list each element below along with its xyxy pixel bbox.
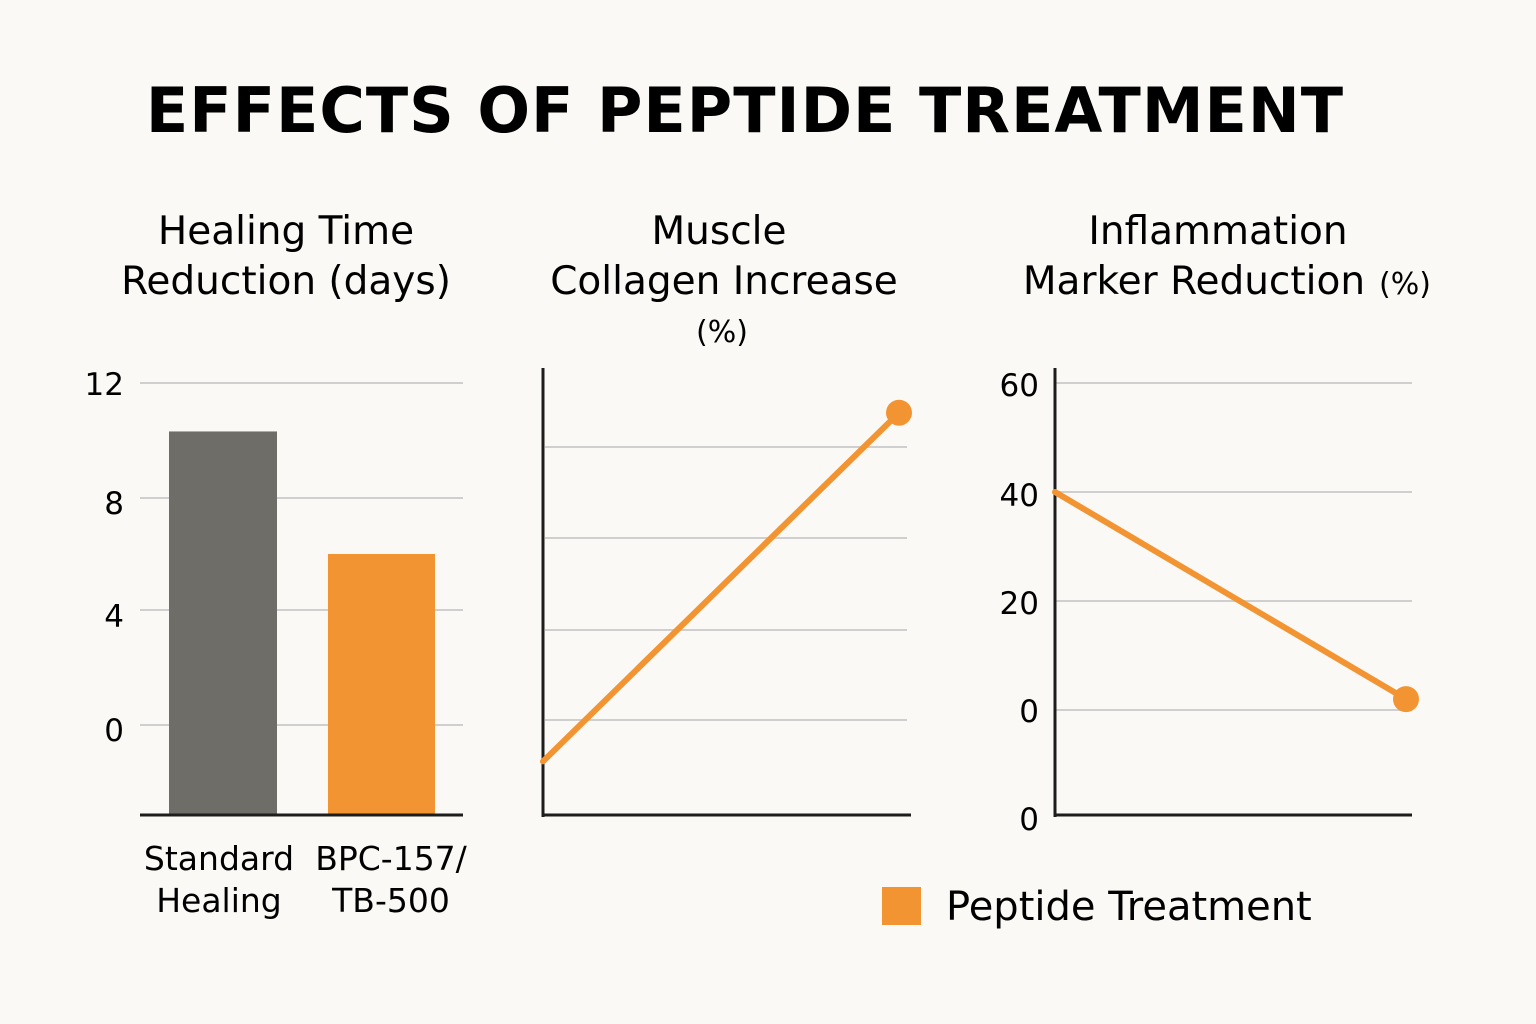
inflammation-chart-title-line-1: Inflammation	[1088, 209, 1347, 254]
inflammation-ytick-60: 60	[1000, 368, 1039, 404]
healing-ytick-12: 12	[85, 367, 124, 403]
inflammation-ytick-20: 20	[1000, 586, 1039, 622]
inflammation-ytick-0: 0	[1019, 694, 1039, 730]
collagen-chart-title-line-1: Muscle	[652, 209, 787, 254]
xlabel-bpc-line-2: TB-500	[331, 881, 450, 920]
healing-chart-title-line-1: Healing Time	[158, 209, 414, 254]
inflammation-chart-title-line-2: Marker Reduction	[1023, 259, 1365, 304]
inflammation-chart-title-unit: (%)	[1379, 267, 1431, 302]
legend: Peptide Treatment	[882, 884, 1312, 930]
legend-label-peptide: Peptide Treatment	[946, 884, 1312, 930]
healing-chart-title-line-2: Reduction (days)	[121, 259, 451, 304]
healing-ytick-8: 8	[104, 486, 124, 522]
collagen-end-marker	[886, 399, 912, 426]
collagen-series-line	[540, 409, 902, 765]
healing-time-chart: Healing Time Reduction (days) 12 8 4 0 S…	[85, 209, 468, 920]
collagen-chart-title-line-2: Collagen Increase	[550, 259, 898, 304]
inflammation-end-marker	[1393, 686, 1419, 713]
xlabel-bpc-line-1: BPC-157/	[315, 839, 467, 878]
inflammation-ytick-base: 0	[1019, 802, 1039, 838]
inflammation-reduction-chart: Inflammation Marker Reduction (%) 60 40 …	[1000, 209, 1431, 838]
bar-bpc-157-tb-500	[328, 554, 435, 815]
legend-swatch-peptide	[882, 887, 921, 925]
xlabel-standard-line-1: Standard	[144, 839, 294, 878]
collagen-increase-chart: Muscle Collagen Increase (%)	[540, 209, 912, 817]
xlabel-standard-line-2: Healing	[156, 881, 282, 920]
healing-ytick-4: 4	[104, 599, 124, 635]
inflammation-ytick-40: 40	[1000, 478, 1039, 514]
bar-standard-healing	[169, 431, 277, 815]
collagen-chart-title-unit: (%)	[696, 315, 748, 350]
healing-ytick-0: 0	[104, 713, 124, 749]
inflammation-series-line	[1052, 489, 1409, 703]
page-title: EFFECTS OF PEPTIDE TREATMENT	[146, 74, 1344, 147]
